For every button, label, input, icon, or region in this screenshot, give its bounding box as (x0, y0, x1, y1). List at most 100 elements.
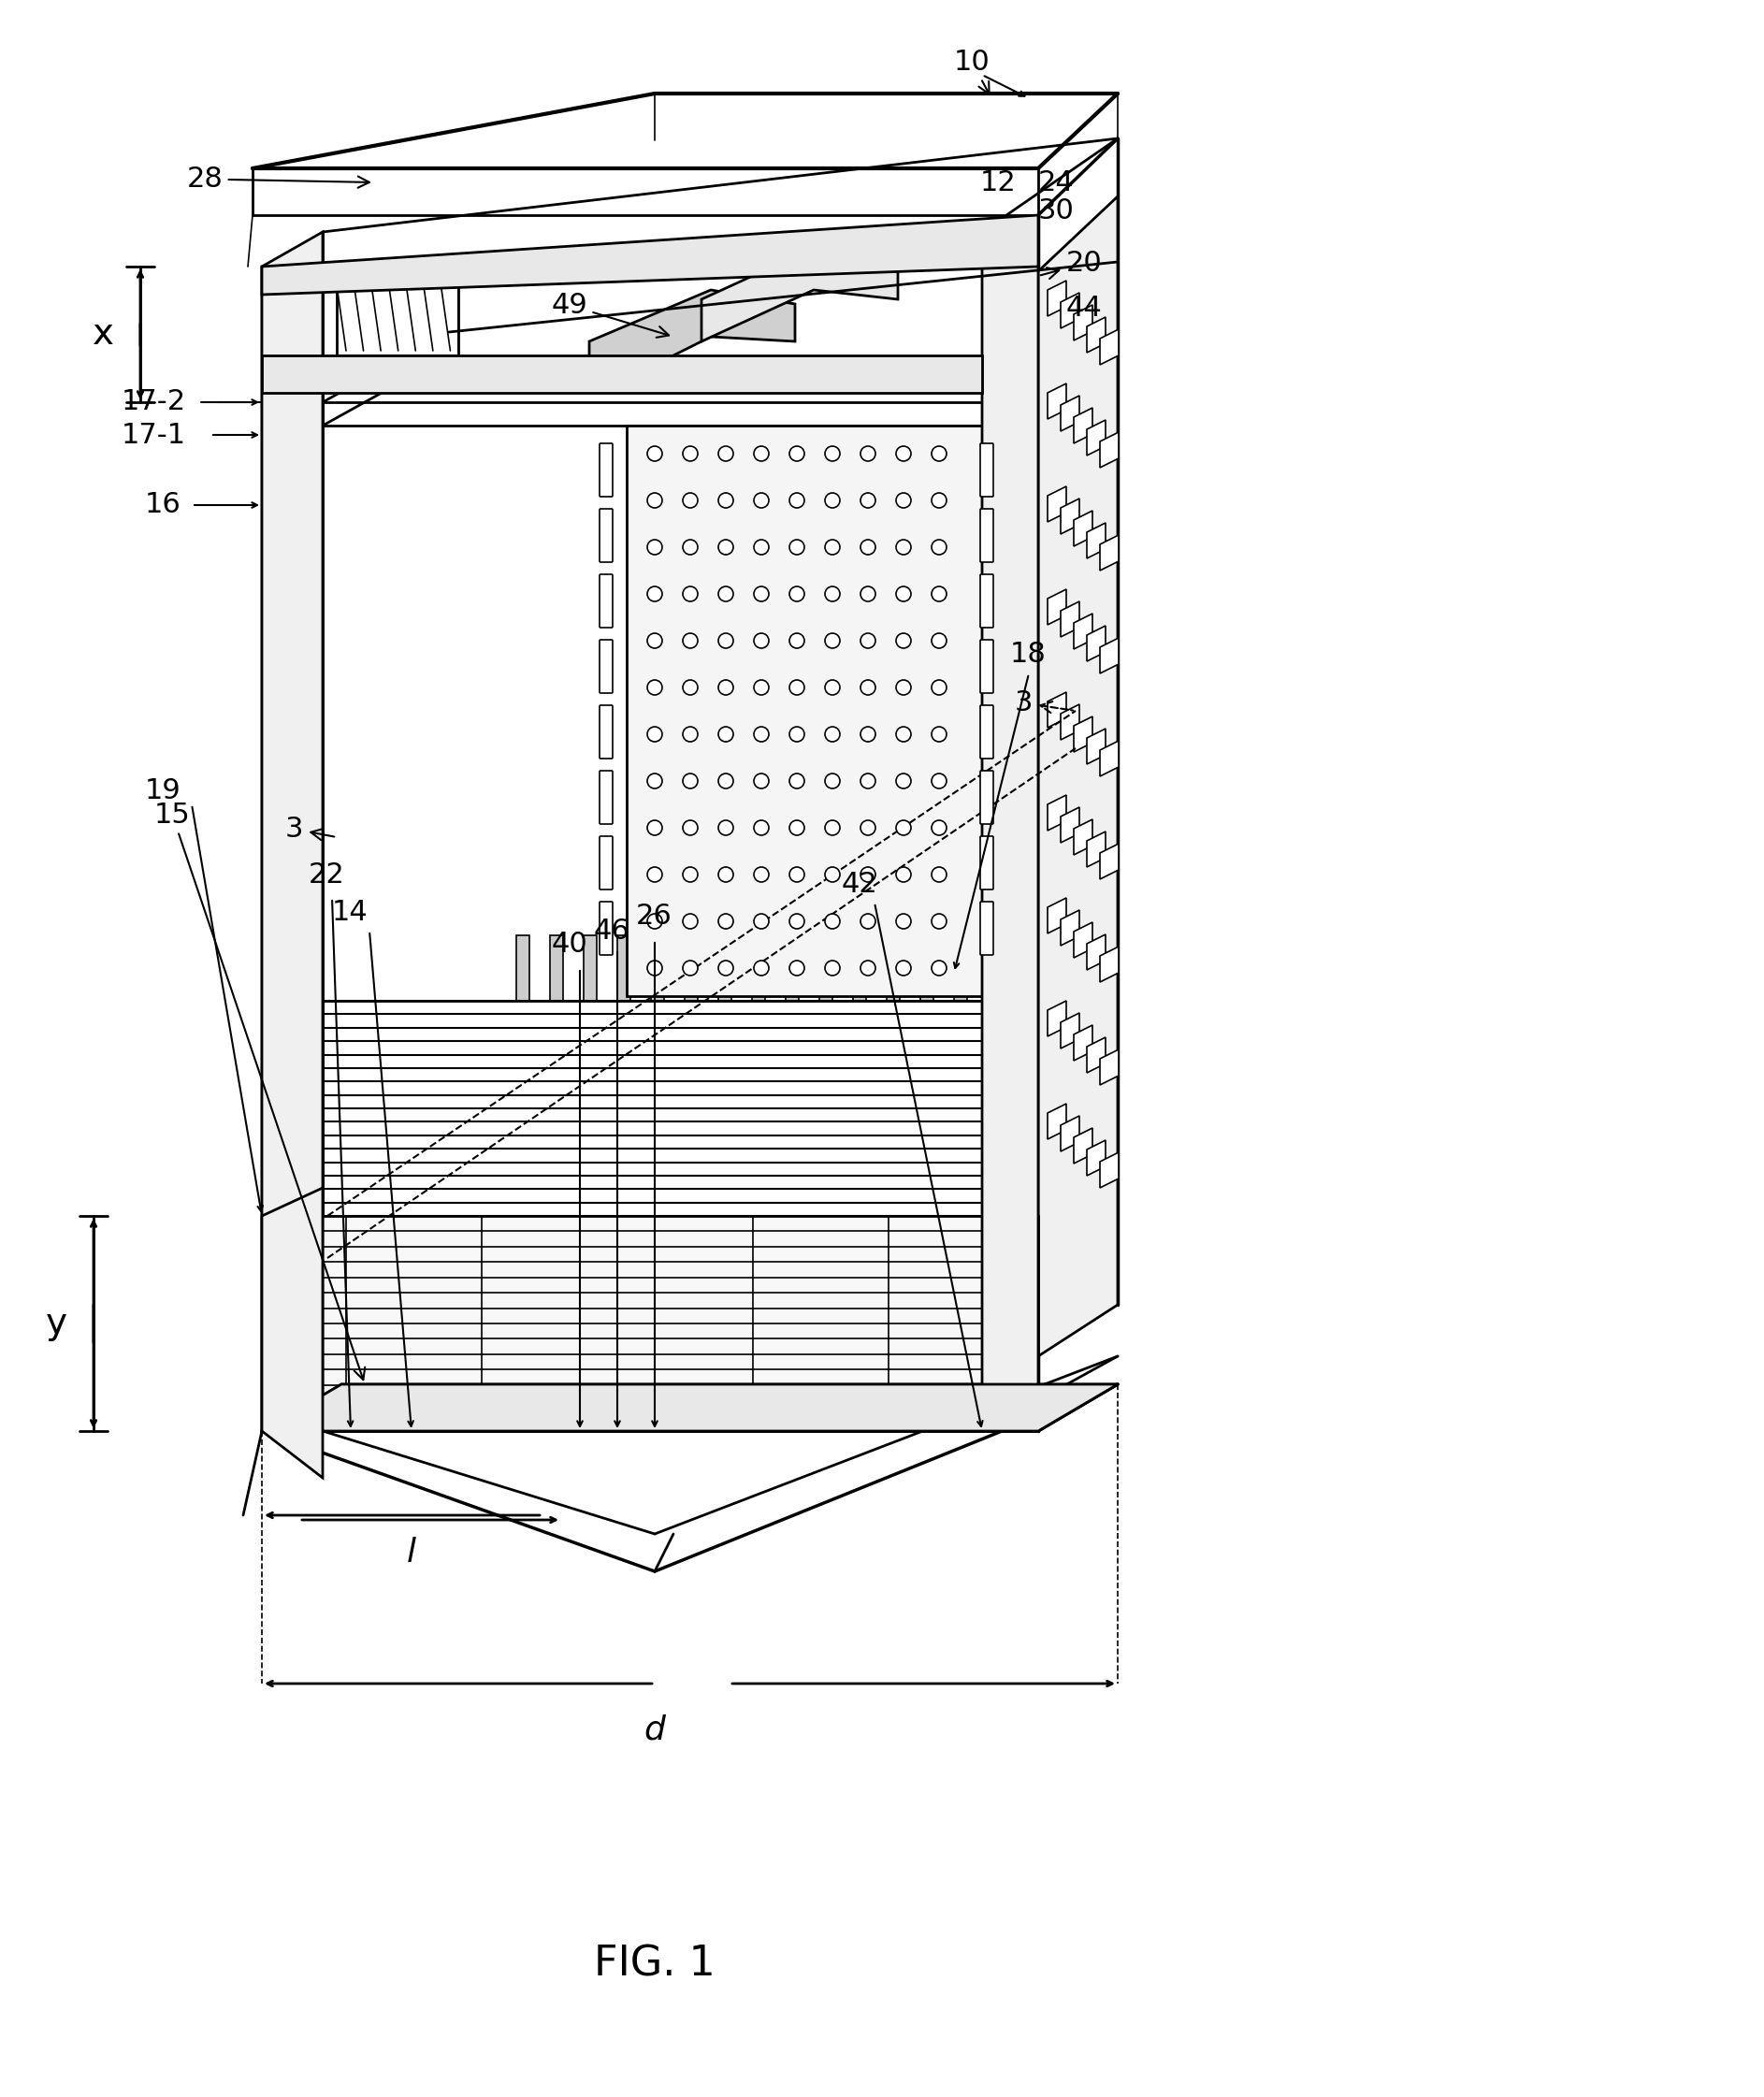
Circle shape (861, 539, 875, 554)
Circle shape (647, 866, 662, 883)
Circle shape (896, 960, 910, 975)
Circle shape (931, 728, 947, 742)
Polygon shape (1087, 625, 1106, 661)
Circle shape (826, 633, 840, 648)
FancyBboxPatch shape (981, 640, 993, 694)
Polygon shape (1060, 1116, 1080, 1151)
Circle shape (931, 633, 947, 648)
Circle shape (683, 679, 699, 694)
FancyBboxPatch shape (981, 772, 993, 824)
Circle shape (826, 493, 840, 507)
Circle shape (753, 587, 769, 602)
Bar (651, 935, 663, 1000)
Polygon shape (1087, 935, 1106, 971)
Circle shape (753, 820, 769, 835)
Circle shape (896, 633, 910, 648)
Circle shape (931, 493, 947, 507)
Polygon shape (1074, 407, 1092, 442)
Circle shape (790, 728, 804, 742)
Bar (718, 935, 732, 1000)
Circle shape (647, 679, 662, 694)
Polygon shape (1087, 317, 1106, 352)
Text: 24: 24 (1039, 170, 1074, 195)
Bar (617, 935, 630, 1000)
Circle shape (683, 493, 699, 507)
Circle shape (826, 679, 840, 694)
Polygon shape (1074, 614, 1092, 650)
Text: d: d (644, 1715, 665, 1747)
FancyBboxPatch shape (981, 837, 993, 889)
Polygon shape (1087, 1141, 1106, 1176)
Circle shape (790, 914, 804, 929)
Text: y: y (46, 1306, 67, 1342)
Circle shape (931, 960, 947, 975)
Circle shape (753, 914, 769, 929)
Polygon shape (983, 216, 1039, 1430)
Circle shape (647, 774, 662, 788)
Text: FIG. 1: FIG. 1 (594, 1944, 716, 1984)
Circle shape (826, 774, 840, 788)
Polygon shape (261, 233, 323, 1430)
Text: 18: 18 (1011, 642, 1046, 669)
FancyBboxPatch shape (981, 575, 993, 627)
Circle shape (753, 447, 769, 461)
Circle shape (931, 679, 947, 694)
Circle shape (861, 493, 875, 507)
Circle shape (753, 679, 769, 694)
Circle shape (861, 587, 875, 602)
FancyBboxPatch shape (600, 837, 612, 889)
Text: 16: 16 (145, 491, 182, 518)
Polygon shape (1074, 304, 1092, 340)
Bar (854, 935, 866, 1000)
Polygon shape (1048, 795, 1065, 830)
Circle shape (718, 820, 734, 835)
Circle shape (647, 587, 662, 602)
Text: 12: 12 (981, 170, 1016, 195)
Circle shape (790, 493, 804, 507)
Circle shape (718, 866, 734, 883)
Circle shape (861, 447, 875, 461)
FancyBboxPatch shape (600, 902, 612, 954)
FancyBboxPatch shape (600, 510, 612, 562)
Circle shape (753, 728, 769, 742)
Text: 46: 46 (594, 916, 630, 944)
Polygon shape (1101, 535, 1118, 570)
Circle shape (683, 728, 699, 742)
Polygon shape (1101, 432, 1118, 468)
Circle shape (826, 728, 840, 742)
Polygon shape (1060, 705, 1080, 740)
Polygon shape (1060, 294, 1080, 329)
Circle shape (931, 820, 947, 835)
Circle shape (790, 539, 804, 554)
Polygon shape (1060, 602, 1080, 637)
Circle shape (931, 539, 947, 554)
Text: 22: 22 (309, 862, 346, 889)
Polygon shape (261, 1384, 1118, 1430)
Bar (684, 935, 699, 1000)
Polygon shape (702, 247, 898, 342)
Text: 19: 19 (145, 776, 182, 803)
Circle shape (826, 820, 840, 835)
Circle shape (683, 914, 699, 929)
Circle shape (826, 539, 840, 554)
Circle shape (826, 914, 840, 929)
Polygon shape (1087, 1038, 1106, 1074)
Circle shape (861, 866, 875, 883)
Circle shape (718, 914, 734, 929)
Text: 17-1: 17-1 (122, 421, 187, 449)
Polygon shape (1060, 807, 1080, 843)
Bar (818, 935, 833, 1000)
Polygon shape (1074, 1025, 1092, 1061)
Circle shape (753, 493, 769, 507)
Circle shape (753, 866, 769, 883)
Polygon shape (261, 1187, 323, 1478)
Circle shape (931, 914, 947, 929)
Circle shape (931, 774, 947, 788)
Circle shape (896, 679, 910, 694)
Circle shape (683, 820, 699, 835)
Circle shape (718, 728, 734, 742)
Circle shape (861, 820, 875, 835)
Circle shape (683, 774, 699, 788)
Circle shape (718, 679, 734, 694)
Polygon shape (1048, 384, 1065, 419)
